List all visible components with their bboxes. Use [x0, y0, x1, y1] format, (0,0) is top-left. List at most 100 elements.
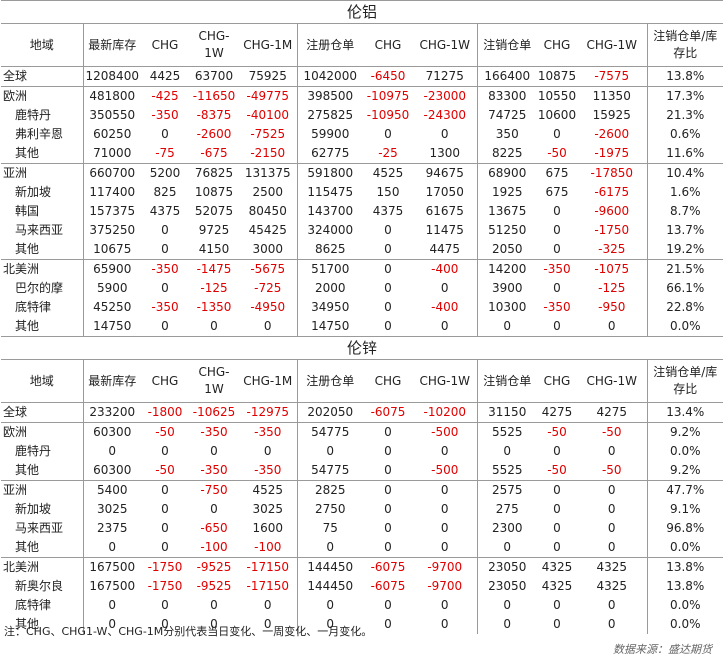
value-cell: 96.8%	[646, 519, 724, 538]
column-header: CHG	[141, 23, 189, 67]
region-cell: 其他	[15, 319, 40, 333]
value-cell: -6450	[370, 69, 406, 83]
column-header: 最新库存	[82, 23, 141, 67]
column-header: CHG	[363, 359, 413, 403]
value-cell: 52075	[194, 204, 234, 218]
value-cell: 0	[440, 502, 449, 516]
value-cell: 0	[161, 617, 169, 631]
value-cell: 10675	[82, 240, 141, 260]
value-cell: -125	[200, 281, 228, 295]
value-cell: 13.7%	[646, 221, 724, 240]
column-header: CHG-1W	[577, 359, 647, 403]
value-cell: -350	[151, 300, 179, 314]
table-row: 全球 1208400 4425 63700 75925 1042000 -6450 71275…	[1, 66, 724, 87]
value-cell: 4375	[149, 204, 181, 218]
column-header: CHG	[141, 359, 189, 403]
value-cell: -1750	[594, 223, 630, 237]
table-row: 新加坡 117400 825 10875 2500 115475 150 17050 1925 6…	[1, 183, 724, 202]
value-cell: 10875	[537, 69, 577, 83]
value-cell: -9700	[413, 557, 477, 577]
value-cell: 4325	[577, 557, 647, 577]
value-cell: 54775	[296, 461, 363, 481]
value-cell: -350	[543, 300, 571, 314]
value-cell: 0	[440, 540, 449, 554]
value-cell: 8625	[296, 240, 363, 260]
value-cell: 115475	[296, 183, 363, 202]
value-cell: 660700	[82, 163, 141, 183]
value-cell: 0	[553, 540, 561, 554]
column-header: 注销仓单/库存比	[646, 359, 724, 403]
value-cell: 2500	[252, 185, 284, 199]
region-cell: 其他	[15, 242, 40, 256]
table-row: 其他 71000 -75 -675 -2150 62775 -25 1300 8225 -50 -1…	[1, 144, 724, 164]
value-cell: 481800	[82, 86, 141, 106]
value-cell: 0	[161, 521, 169, 535]
table-row: 其他 0 0 -100 -100 0 0 0 0 0 0 0.0%	[1, 538, 724, 558]
value-cell: 0	[161, 598, 169, 612]
table-row: 底特律 45250 -350 -1350 -4950 34950 0 -400 10300 -35…	[1, 298, 724, 317]
region-cell: 其他	[15, 540, 40, 554]
value-cell: 75925	[248, 69, 287, 83]
region-cell: 巴尔的摩	[15, 281, 64, 295]
value-cell: -350	[141, 259, 189, 279]
value-cell: 324000	[296, 221, 363, 240]
header-row: 地域 最新库存 CHG CHG-1W CHG-1M 注册仓单 CHG CHG-1W 注销仓单 CH…	[1, 23, 724, 67]
table-row: 韩国 157375 4375 52075 80450 143700 4375 61675 136…	[1, 202, 724, 221]
value-cell: 0	[296, 442, 363, 461]
value-cell: -750	[189, 480, 239, 500]
value-cell: 0	[384, 319, 392, 333]
value-cell: 1.6%	[646, 183, 724, 202]
value-cell: -23000	[413, 86, 477, 106]
value-cell: 398500	[296, 86, 363, 106]
value-cell: 117400	[82, 183, 141, 202]
value-cell: 1300	[429, 146, 461, 160]
value-cell: 0	[607, 521, 616, 535]
value-cell: 0	[553, 521, 561, 535]
table-row: 北美洲 167500 -1750 -9525 -17150 144450 -6075 -970…	[1, 557, 724, 577]
value-cell: 62775	[296, 144, 363, 164]
value-cell: 2750	[296, 500, 363, 519]
section-title-row: 伦锌	[1, 336, 724, 360]
table-row: 其他 60300 -50 -350 -350 54775 0 -500 5525 -50 -50 9.…	[1, 461, 724, 481]
table-row: 其他 0 0 0 0 0 0 0 0 0 0 0.0%	[1, 615, 724, 634]
value-cell: 0	[384, 127, 392, 141]
value-cell: -50	[601, 463, 622, 477]
column-header: 地域	[1, 23, 83, 67]
value-cell: 47.7%	[646, 480, 724, 500]
region-cell: 马来西亚	[15, 223, 64, 237]
value-cell: 143700	[296, 202, 363, 221]
column-header: CHG-1W	[413, 359, 477, 403]
value-cell: 9.2%	[646, 422, 724, 442]
value-cell: 350	[476, 125, 537, 144]
value-cell: 45425	[248, 223, 287, 237]
value-cell: 4325	[541, 579, 573, 593]
region-cell: 新加坡	[15, 185, 52, 199]
value-cell: 17050	[425, 185, 464, 199]
value-cell: -50	[577, 422, 647, 442]
region-cell: 新奥尔良	[15, 579, 64, 593]
value-cell: -6075	[370, 579, 406, 593]
value-cell: 60250	[82, 125, 141, 144]
column-header: 注册仓单	[296, 23, 363, 67]
region-cell: 新加坡	[15, 502, 52, 516]
region-cell: 北美洲	[1, 557, 83, 577]
column-header: 注销仓单	[476, 359, 537, 403]
value-cell: 34950	[296, 298, 363, 317]
value-cell: 14200	[476, 259, 537, 279]
value-cell: 0	[384, 502, 392, 516]
value-cell: 2000	[296, 279, 363, 298]
value-cell: 0	[476, 538, 537, 558]
value-cell: 23050	[476, 577, 537, 596]
value-cell: 68900	[476, 163, 537, 183]
value-cell: -500	[413, 422, 477, 442]
value-cell: 0	[476, 596, 537, 615]
value-cell: 9.1%	[646, 500, 724, 519]
value-cell: -10200	[423, 405, 466, 419]
value-cell: 4525	[363, 163, 413, 183]
value-cell: 0	[384, 463, 392, 477]
value-cell: -1975	[594, 146, 630, 160]
value-cell: 13.4%	[646, 402, 724, 423]
value-cell: -7525	[250, 127, 286, 141]
value-cell: 0	[440, 319, 449, 333]
value-cell: 13.8%	[646, 66, 724, 87]
